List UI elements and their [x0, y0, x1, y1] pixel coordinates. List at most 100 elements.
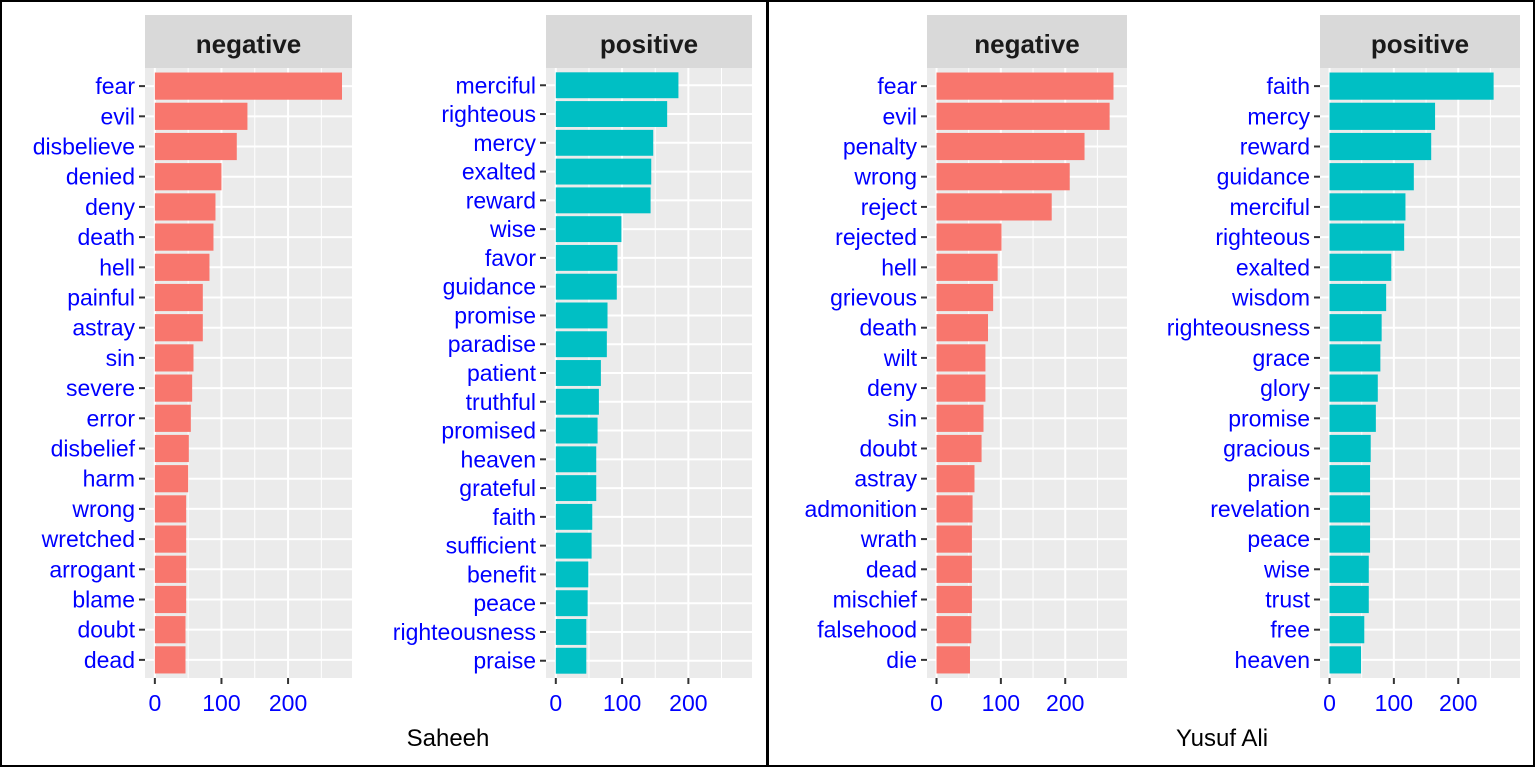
bar-death	[936, 314, 989, 342]
bar-mercy	[555, 129, 654, 156]
bar-reject	[936, 193, 1052, 221]
bar-grievous	[936, 283, 994, 312]
y-tick-label: wisdom	[1231, 285, 1310, 311]
xlabel-yusuf-ali: Yusuf Ali	[1176, 725, 1268, 752]
bar-wisdom	[1329, 283, 1387, 312]
x-tick-label: 0	[930, 690, 943, 716]
bar-disbelieve	[154, 132, 237, 161]
bar-denied	[154, 163, 222, 191]
bar-grace	[1329, 344, 1381, 372]
y-tick-label: exalted	[462, 159, 536, 185]
y-tick-label: painful	[67, 285, 135, 311]
x-tick-label: 100	[1375, 690, 1413, 716]
y-tick-label: arrogant	[49, 556, 135, 582]
y-tick-label: doubt	[859, 435, 917, 461]
bar-gracious	[1329, 434, 1371, 463]
y-tick-label: sin	[888, 405, 917, 431]
y-tick-label: doubt	[77, 617, 135, 643]
bar-free	[1329, 616, 1365, 644]
y-tick-label: faith	[1267, 73, 1310, 99]
bar-reward	[555, 187, 651, 214]
bar-sin	[936, 404, 984, 432]
bar-righteousness	[1329, 314, 1382, 342]
x-tick-label: 0	[148, 690, 161, 716]
xlabel-saheeh: Saheeh	[407, 725, 490, 752]
bar-doubt	[154, 616, 186, 644]
y-tick-label: wilt	[883, 345, 918, 371]
y-tick-label: free	[1270, 617, 1310, 643]
y-tick-label: reject	[861, 194, 918, 220]
bar-trust	[1329, 585, 1369, 614]
bar-wretched	[154, 525, 187, 553]
y-tick-label: patient	[467, 360, 537, 386]
bar-righteous	[1329, 223, 1405, 251]
y-tick-label: righteousness	[393, 619, 536, 645]
bar-admonition	[936, 495, 973, 523]
y-tick-label: praise	[473, 648, 536, 674]
y-tick-label: glory	[1260, 375, 1310, 401]
y-tick-label: faith	[493, 504, 536, 530]
y-tick-label: merciful	[455, 72, 536, 98]
y-tick-label: rejected	[835, 224, 917, 250]
y-tick-label: benefit	[467, 561, 537, 587]
bar-favor	[555, 244, 618, 271]
facet-strip	[1320, 15, 1520, 68]
bar-hell	[936, 253, 998, 281]
bar-death	[154, 223, 214, 251]
bar-doubt	[936, 434, 982, 463]
x-tick-label: 200	[269, 690, 307, 716]
bar-exalted	[1329, 253, 1392, 281]
bar-heaven	[1329, 646, 1362, 674]
y-tick-label: error	[86, 405, 135, 431]
bar-sin	[154, 344, 194, 372]
bar-praise	[1329, 465, 1371, 493]
y-tick-label: death	[859, 315, 917, 341]
facet-saheeh-positive: positive merciful righteous mercy exaltedrew…	[393, 15, 752, 716]
y-tick-label: denied	[66, 164, 135, 190]
y-tick-label: fear	[877, 73, 917, 99]
bar-error	[154, 404, 191, 432]
bar-hell	[154, 253, 210, 281]
bar-peace	[555, 590, 588, 617]
bar-harm	[154, 465, 189, 493]
bar-evil	[154, 102, 248, 130]
bar-merciful	[1329, 193, 1406, 221]
y-tick-label: mischief	[833, 586, 918, 612]
bar-rejected	[936, 223, 1002, 251]
bar-reward	[1329, 132, 1432, 161]
bar-truthful	[555, 388, 599, 415]
facet-strip-label: positive	[1371, 29, 1469, 59]
y-tick-label: deny	[85, 194, 135, 220]
y-tick-label: die	[886, 647, 917, 673]
bar-faith	[555, 503, 593, 530]
bar-wilt	[936, 344, 986, 372]
y-tick-label: peace	[473, 590, 536, 616]
y-tick-label: promise	[1228, 405, 1310, 431]
y-tick-label: hell	[881, 254, 917, 280]
bar-grateful	[555, 475, 597, 502]
facet-strip	[927, 15, 1127, 68]
y-tick-label: death	[77, 224, 135, 250]
x-tick-label: 0	[549, 690, 562, 716]
facet-yusuf-ali-positive: positive faith mercy reward guidance merciful…	[1167, 15, 1520, 716]
y-tick-label: grievous	[830, 285, 917, 311]
bar-righteousness	[555, 619, 587, 645]
y-tick-label: deny	[867, 375, 917, 401]
bar-patient	[555, 360, 601, 386]
bar-promise	[555, 302, 608, 329]
bar-astray	[936, 465, 975, 493]
y-tick-label: evil	[882, 103, 917, 129]
y-tick-label: hell	[99, 254, 135, 280]
y-tick-label: heaven	[461, 446, 536, 472]
bar-blame	[154, 585, 187, 614]
y-tick-label: sin	[106, 345, 135, 371]
bar-evil	[936, 102, 1110, 130]
y-tick-label: fear	[95, 73, 135, 99]
y-tick-label: disbelief	[51, 435, 136, 461]
facet-saheeh-negative: negative fear evil disbelieve denied deny deat…	[33, 15, 352, 716]
bar-wrong	[936, 163, 1070, 191]
y-tick-label: paradise	[448, 331, 536, 357]
y-tick-label: evil	[100, 103, 135, 129]
bar-painful	[154, 283, 203, 312]
